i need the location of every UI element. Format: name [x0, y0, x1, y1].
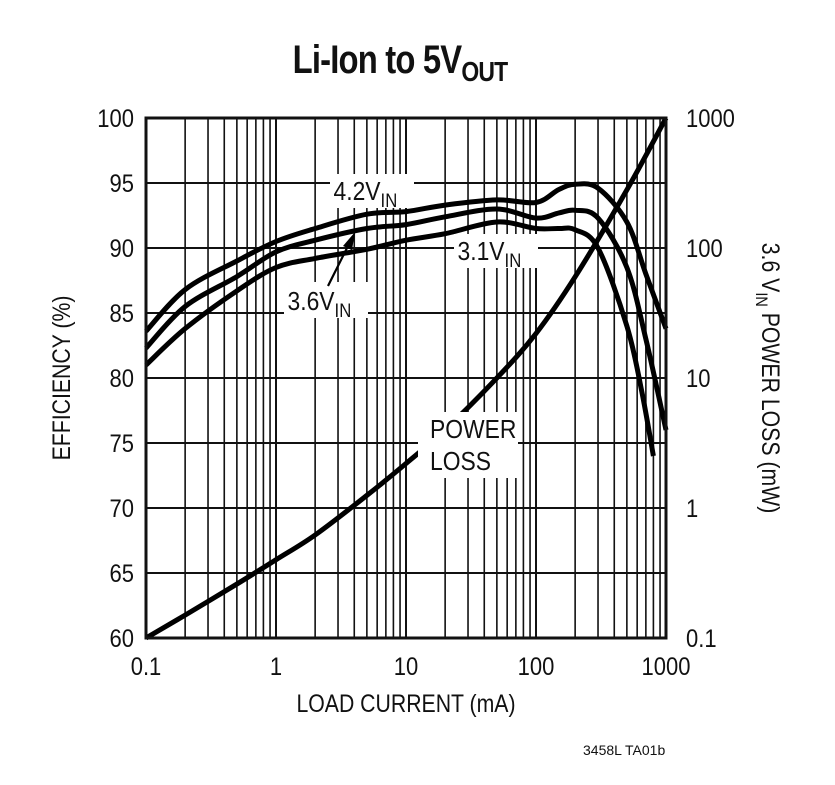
- label-power-loss: POWER LOSS: [418, 412, 518, 478]
- label-4-2v-in: 4.2VIN: [330, 174, 414, 211]
- chart-title: Li-Ion to 5VOUT: [72, 38, 728, 88]
- x-tick-label: 10: [394, 653, 418, 681]
- y-tick-label: 60: [110, 625, 134, 653]
- chart-title-text: Li-Ion to 5V: [292, 38, 463, 82]
- y-tick-label: 85: [110, 300, 134, 328]
- y2-tick-label: 10: [686, 365, 710, 393]
- y2-tick-label: 0.1: [686, 625, 717, 653]
- curve-3-6v-in: [144, 206, 669, 431]
- label-3-6v-in: 3.6VIN: [284, 282, 368, 321]
- curve-4-2v-in: [144, 181, 669, 333]
- label-3-1v-in: 3.1VIN: [454, 234, 538, 271]
- curve-3-1v-in: [144, 219, 656, 457]
- data-curves: [144, 116, 669, 641]
- plot-frame: [144, 116, 668, 640]
- y-tick-label: 95: [110, 170, 134, 198]
- grid-lines: [146, 117, 666, 639]
- y-tick-label: 75: [110, 430, 134, 458]
- curve-power-loss: [144, 116, 669, 641]
- svg-text:LOSS: LOSS: [430, 448, 491, 477]
- tick-labels: 0.1 1 10 100 1000 60 65 70 75 80 85 90 95 100 0.1 1 10 10…: [97, 105, 735, 681]
- y2-tick-label: 100: [686, 235, 723, 263]
- svg-text:POWER: POWER: [430, 416, 516, 445]
- x-axis-label: LOAD CURRENT (mA): [296, 689, 515, 717]
- y-tick-label: 80: [110, 365, 134, 393]
- y-tick-label: 70: [110, 495, 134, 523]
- y-axis-label: EFFICIENCY (%): [47, 296, 75, 461]
- x-tick-label: 0.1: [131, 653, 162, 681]
- y-tick-label: 65: [110, 560, 134, 588]
- svg-text:3.6VIN: 3.6VIN: [288, 288, 352, 322]
- chart-title-subscript: OUT: [461, 56, 508, 87]
- y2-tick-label: 1000: [686, 105, 735, 133]
- x-tick-label: 1000: [642, 653, 691, 681]
- svg-text:3.1VIN: 3.1VIN: [458, 238, 522, 272]
- y-tick-label: 90: [110, 235, 134, 263]
- y2-tick-label: 1: [686, 495, 698, 523]
- arrow-3-6v-in: [327, 232, 355, 287]
- figure-id: 3458L TA01b: [583, 742, 666, 758]
- curve-labels: 4.2VIN 3.6VIN 3.1VIN POWER LOSS: [284, 174, 538, 478]
- svg-text:4.2VIN: 4.2VIN: [334, 178, 398, 212]
- x-tick-label: 1: [270, 653, 282, 681]
- x-tick-label: 100: [518, 653, 555, 681]
- y-tick-label: 100: [97, 105, 134, 133]
- y2-axis-label: 3.6 VIN POWER LOSS (mW): [752, 243, 785, 514]
